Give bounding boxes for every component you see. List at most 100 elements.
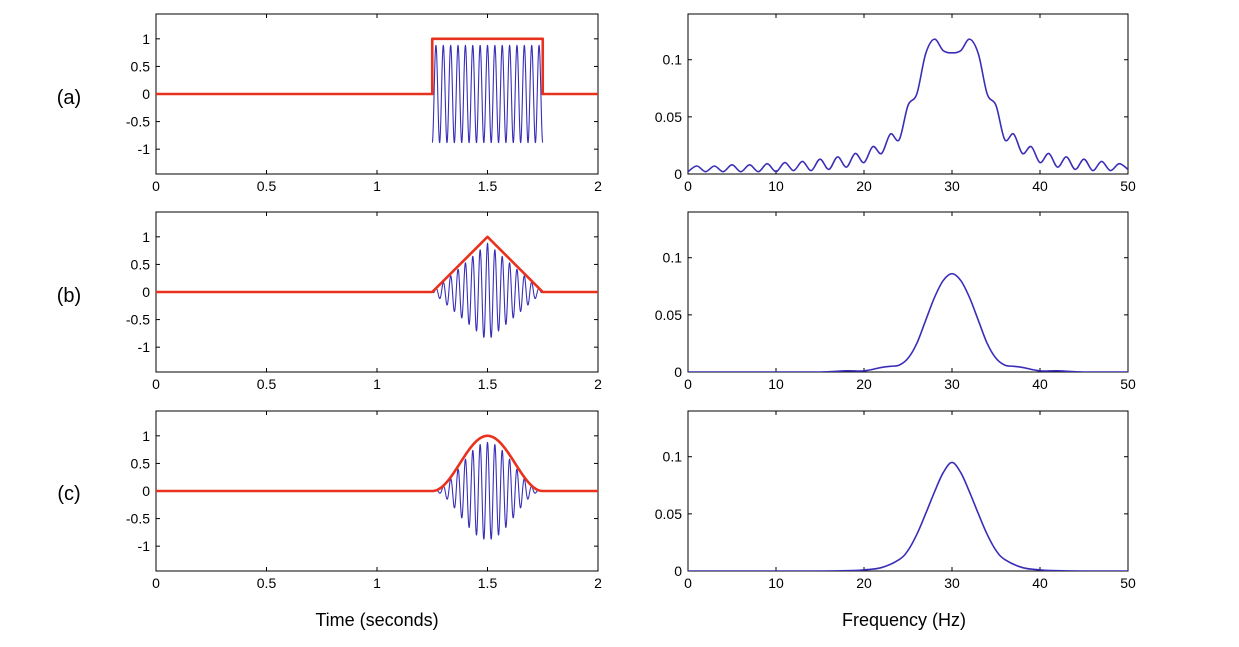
spectrum-point [916,343,918,344]
x-tick-label: 10 [768,376,784,392]
spectrum-point [942,50,944,51]
x-tick-label: 40 [1032,178,1048,194]
spectrum-point [688,171,689,173]
spectrum-point [907,550,909,551]
spectrum-point [688,371,689,372]
x-tick-label: 10 [768,178,784,194]
spectrum-point [960,50,962,51]
spectrum-point [995,357,997,359]
y-tick-label: 0 [142,483,150,499]
spectrum-point [802,161,803,162]
spectrum-point [872,146,874,147]
spectrum-point [995,550,997,551]
spectrum-point [890,365,891,367]
envelope-line [156,434,598,493]
x-tick-label: 40 [1032,575,1048,591]
spectrum-point [986,343,988,344]
spectrum-point [846,370,847,372]
spectrum-point [766,163,768,165]
signal-line [431,242,544,338]
spectrum-point [907,357,909,359]
row-label-c-time: (c) [57,483,80,505]
spectrum-point [978,320,979,321]
spectrum-point [705,171,706,173]
y-tick-label: -1 [138,339,151,355]
spectrum-point [951,273,953,275]
frequency-axis-label: Frequency (Hz) [842,610,966,630]
x-tick-label: 30 [944,575,960,591]
spectrum-point [951,52,953,54]
spectrum-point [925,513,926,515]
x-tick-label: 50 [1120,178,1136,194]
spectrum-point [969,38,970,40]
x-tick-label: 2 [594,178,602,194]
x-tick-label: 20 [856,575,872,591]
spectrum-line [688,461,1128,571]
panel-c-time: 0 0.5 1 1.5 2 1 0.5 0 -0.5 -1 [126,410,602,591]
x-tick-label: 0 [684,376,692,392]
spectrum-point [978,53,979,55]
y-tick-label: -1 [138,538,151,554]
spectrum-point [1004,139,1006,141]
spectrum-point [986,93,988,95]
envelope-line [156,235,598,294]
spectrum-point [881,567,882,568]
spectrum-point [969,297,970,299]
spectrum-point [1004,364,1006,366]
y-tick-label: 1 [142,229,150,245]
spectrum-point [784,162,786,163]
spectrum-point [863,370,865,372]
spectrum-point [1066,156,1067,158]
x-tick-label: 1 [373,376,381,392]
spectrum-point [1039,370,1041,372]
spectrum-point [934,491,935,493]
plot-area [688,38,1128,173]
spectrum-point [881,367,882,368]
spectrum-point [863,162,865,163]
spectrum-point [819,371,821,372]
spectrum-point [1022,367,1023,368]
panel-c-freq: 0 10 20 30 40 50 0.1 0.05 0 [655,410,1136,591]
spectrum-point [1127,169,1128,170]
spectrum-point [916,93,918,95]
spectrum-point [1030,146,1032,147]
spectrum-point [960,280,962,281]
plot-area [156,434,598,540]
x-tick-label: 0.5 [257,178,277,194]
spectrum-point [1083,371,1085,372]
x-tick-label: 2 [594,376,602,392]
y-tick-label: 1 [142,31,150,47]
spectrum-point [934,38,935,40]
x-tick-label: 0 [684,575,692,591]
y-tick-label: -1 [138,141,151,157]
spectrum-point [714,165,715,167]
spectrum-point [1057,570,1058,571]
spectrum-point [793,170,794,171]
spectrum-point [1092,170,1094,171]
plot-area [688,272,1128,372]
x-tick-label: 20 [856,376,872,392]
spectrum-point [942,280,944,281]
spectrum-point [819,570,821,571]
spectrum-point [810,170,812,171]
spectrum-point [1110,170,1111,171]
plot-area [156,235,598,338]
spectrum-point [1101,161,1102,162]
panels: 0 0.5 1 1.5 210.50-0.5-1(a)0 10 20 30 40 500.10.0… [57,13,1136,591]
spectrum-point [969,491,970,493]
y-tick-label: 0.1 [663,449,683,465]
spectrum-point [1039,569,1041,571]
y-tick-label: 0.05 [655,506,682,522]
y-tick-label: 0 [674,563,682,579]
x-tick-label: 0 [684,178,692,194]
spectrum-point [916,534,918,535]
panel-a-time: 0 0.5 1 1.5 2 1 0.5 0 -0.5 -1 [126,13,602,194]
spectrum-point [1057,370,1058,372]
y-tick-label: 0 [674,166,682,182]
y-tick-label: -0.5 [126,114,150,130]
envelope-line [156,37,598,96]
y-tick-label: 0 [142,86,150,102]
spectrum-point [942,472,944,474]
panel-a-freq: 0 10 20 30 40 50 0.1 0.05 0 [655,13,1136,194]
panel-b-freq: 0 10 20 30 40 50 0.1 0.05 0 [655,211,1136,392]
